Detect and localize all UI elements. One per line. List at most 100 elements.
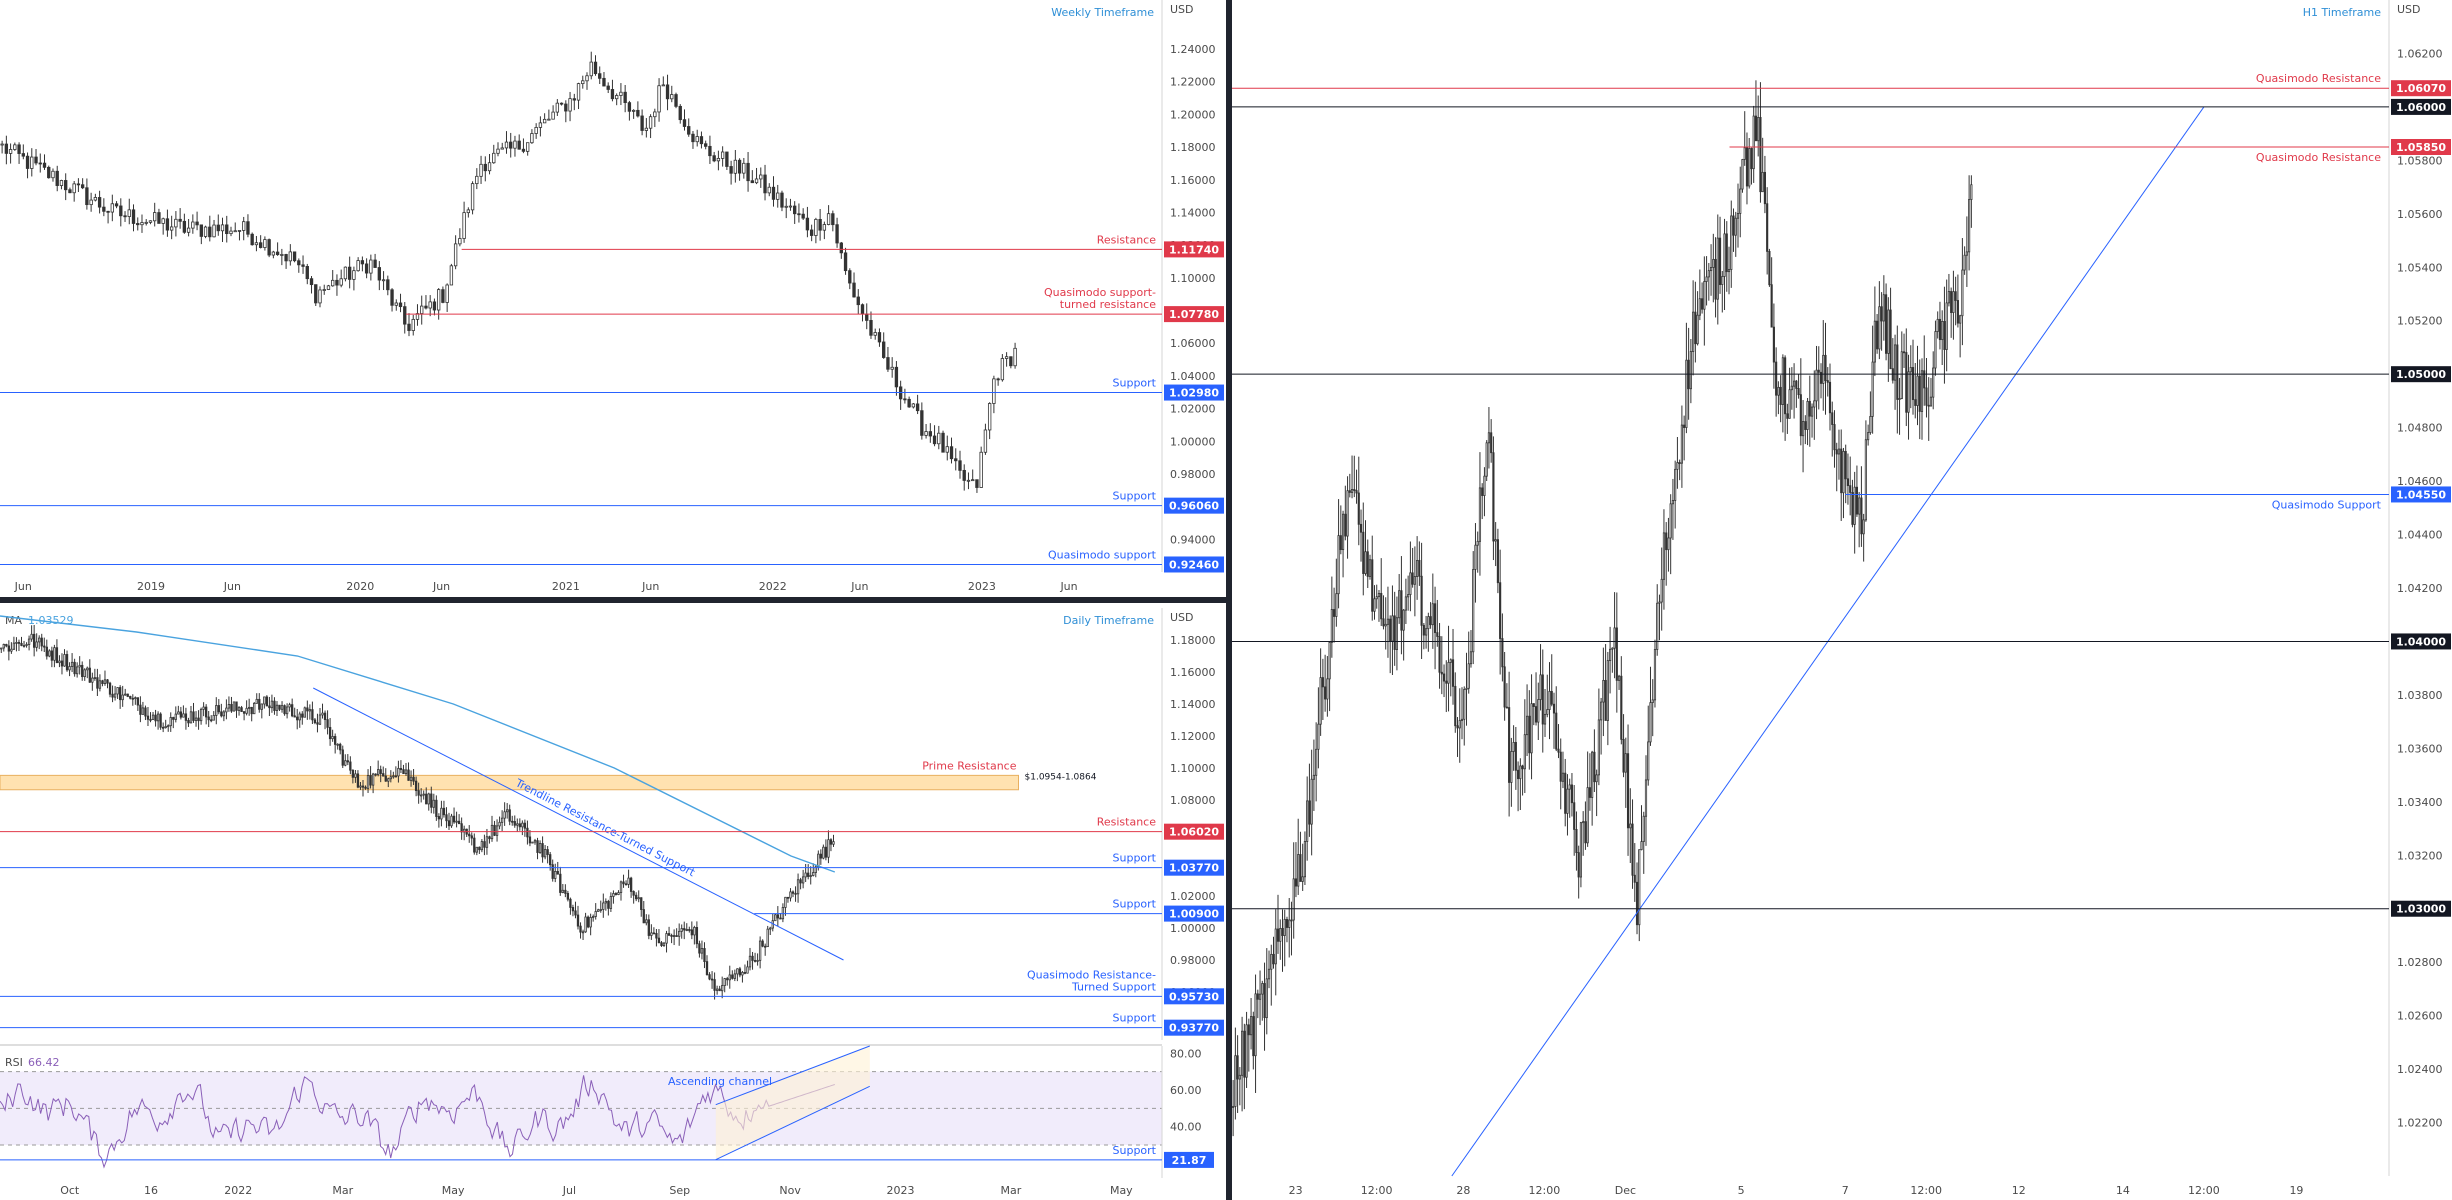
h1-candle-body [1714,258,1717,300]
weekly-candle-body [436,289,441,311]
daily-candle-body [50,650,54,661]
h1-candle-body [1882,294,1885,322]
daily-candle-body [422,793,425,796]
h1-y-tick-label: 1.03600 [2397,742,2443,755]
daily-candle-body [7,645,11,652]
weekly-candle-body [305,266,309,280]
h1-candle-body [1696,314,1699,345]
daily-candle-body [417,790,420,796]
weekly-candle-body [945,446,949,453]
h1-candle-body [1324,686,1327,700]
h1-candle-body [1768,250,1771,286]
h1-candle-body [1382,618,1385,627]
daily-candle-body [32,633,36,648]
h1-candle-body [1451,659,1455,687]
h1-candle-body [1463,689,1466,720]
weekly-candle-body [4,143,9,154]
h1-candle-body [1965,251,1968,256]
weekly-candle-body [615,95,619,100]
h1-candle-body [1398,590,1401,619]
daily-level-tag-bg [1164,1019,1224,1036]
daily-candle-body [786,896,790,899]
daily-candle-body [695,927,699,945]
daily-x-tick-label: Jul [562,1184,576,1197]
daily-candle-body [240,707,243,713]
weekly-candle-body [746,162,750,182]
weekly-candle-body [581,80,585,85]
daily-candle-body [584,916,587,933]
h1-candle-body [1840,448,1843,494]
weekly-candle-body [102,206,106,212]
weekly-candle-body [445,284,449,303]
h1-candle-body [1279,928,1282,942]
weekly-candle-body [619,91,623,96]
daily-candle-body [331,736,334,740]
daily-candle-body [136,697,140,706]
prime-resistance-label: Prime Resistance [922,759,1017,772]
daily-candle-body [407,769,410,781]
h1-candle-body [1799,394,1802,437]
weekly-candle-body [246,221,250,235]
daily-candle-body [149,718,152,721]
h1-candle-body [1671,500,1674,505]
h1-candle-body [1476,540,1479,546]
h1-candle-body [1770,284,1773,328]
h1-candle-body [1896,344,1899,400]
h1-candle-body [1959,315,1962,324]
h1-candle-body [1458,720,1461,729]
daily-candle-body [399,767,403,770]
weekly-candle-body [907,398,911,408]
h1-candle-body [1925,387,1928,406]
daily-candle-body [306,707,309,712]
daily-candle-body [167,725,170,728]
rsi-support-label: Support [1113,1144,1157,1157]
weekly-candle-body [576,83,581,101]
daily-candle-body [493,824,496,836]
daily-candle-body [25,644,28,646]
h1-candle-body [1849,485,1852,493]
h1-candle-body [1508,707,1511,783]
h1-candle-body [1236,1055,1239,1080]
weekly-candle-body [258,242,263,248]
weekly-candle-body [924,431,928,436]
daily-candle-body [242,711,246,714]
h1-candle-body [1368,559,1372,577]
daily-candle-body [538,843,542,853]
weekly-candle-body [521,148,526,152]
daily-candle-body [741,971,744,976]
weekly-candle-body [169,226,174,231]
daily-candle-body [594,911,597,917]
weekly-y-tick-label: 1.22000 [1170,76,1216,89]
weekly-candle-body [51,170,55,179]
h1-candle-body [1317,723,1320,750]
weekly-candle-body [784,205,788,208]
daily-candle-body [366,775,370,789]
prime-resistance-range: $1.0954-1.0864 [1025,772,1097,782]
daily-candle-body [10,648,13,652]
h1-candle-body [1433,603,1437,634]
daily-candle-body [564,889,567,894]
h1-candle-body [1907,371,1910,413]
weekly-candle-body [93,197,98,201]
weekly-candle-body [826,213,831,225]
h1-candle-body [1647,741,1650,781]
h1-candle-body [1431,603,1434,626]
h1-candle-body [1337,535,1340,595]
weekly-candle-body [538,122,543,128]
rsi-indicator-value: 66.42 [28,1056,60,1069]
h1-candle-body [1409,572,1412,595]
daily-candle-body [414,780,418,792]
daily-candle-body [561,889,564,893]
daily-candle-body [308,709,312,712]
daily-candle-body [174,713,177,720]
h1-candle-body [1528,715,1531,754]
h1-candle-body [1377,592,1381,598]
daily-candle-body [776,914,779,919]
daily-level-tag: 1.03770 [1169,862,1219,875]
rsi-y-tick-label: 80.00 [1170,1047,1202,1060]
h1-candle-body [1732,215,1735,236]
daily-candle-body [495,825,499,836]
daily-candle-body [303,707,306,718]
h1-candle-body [1281,928,1284,936]
weekly-candle-body [123,215,127,218]
